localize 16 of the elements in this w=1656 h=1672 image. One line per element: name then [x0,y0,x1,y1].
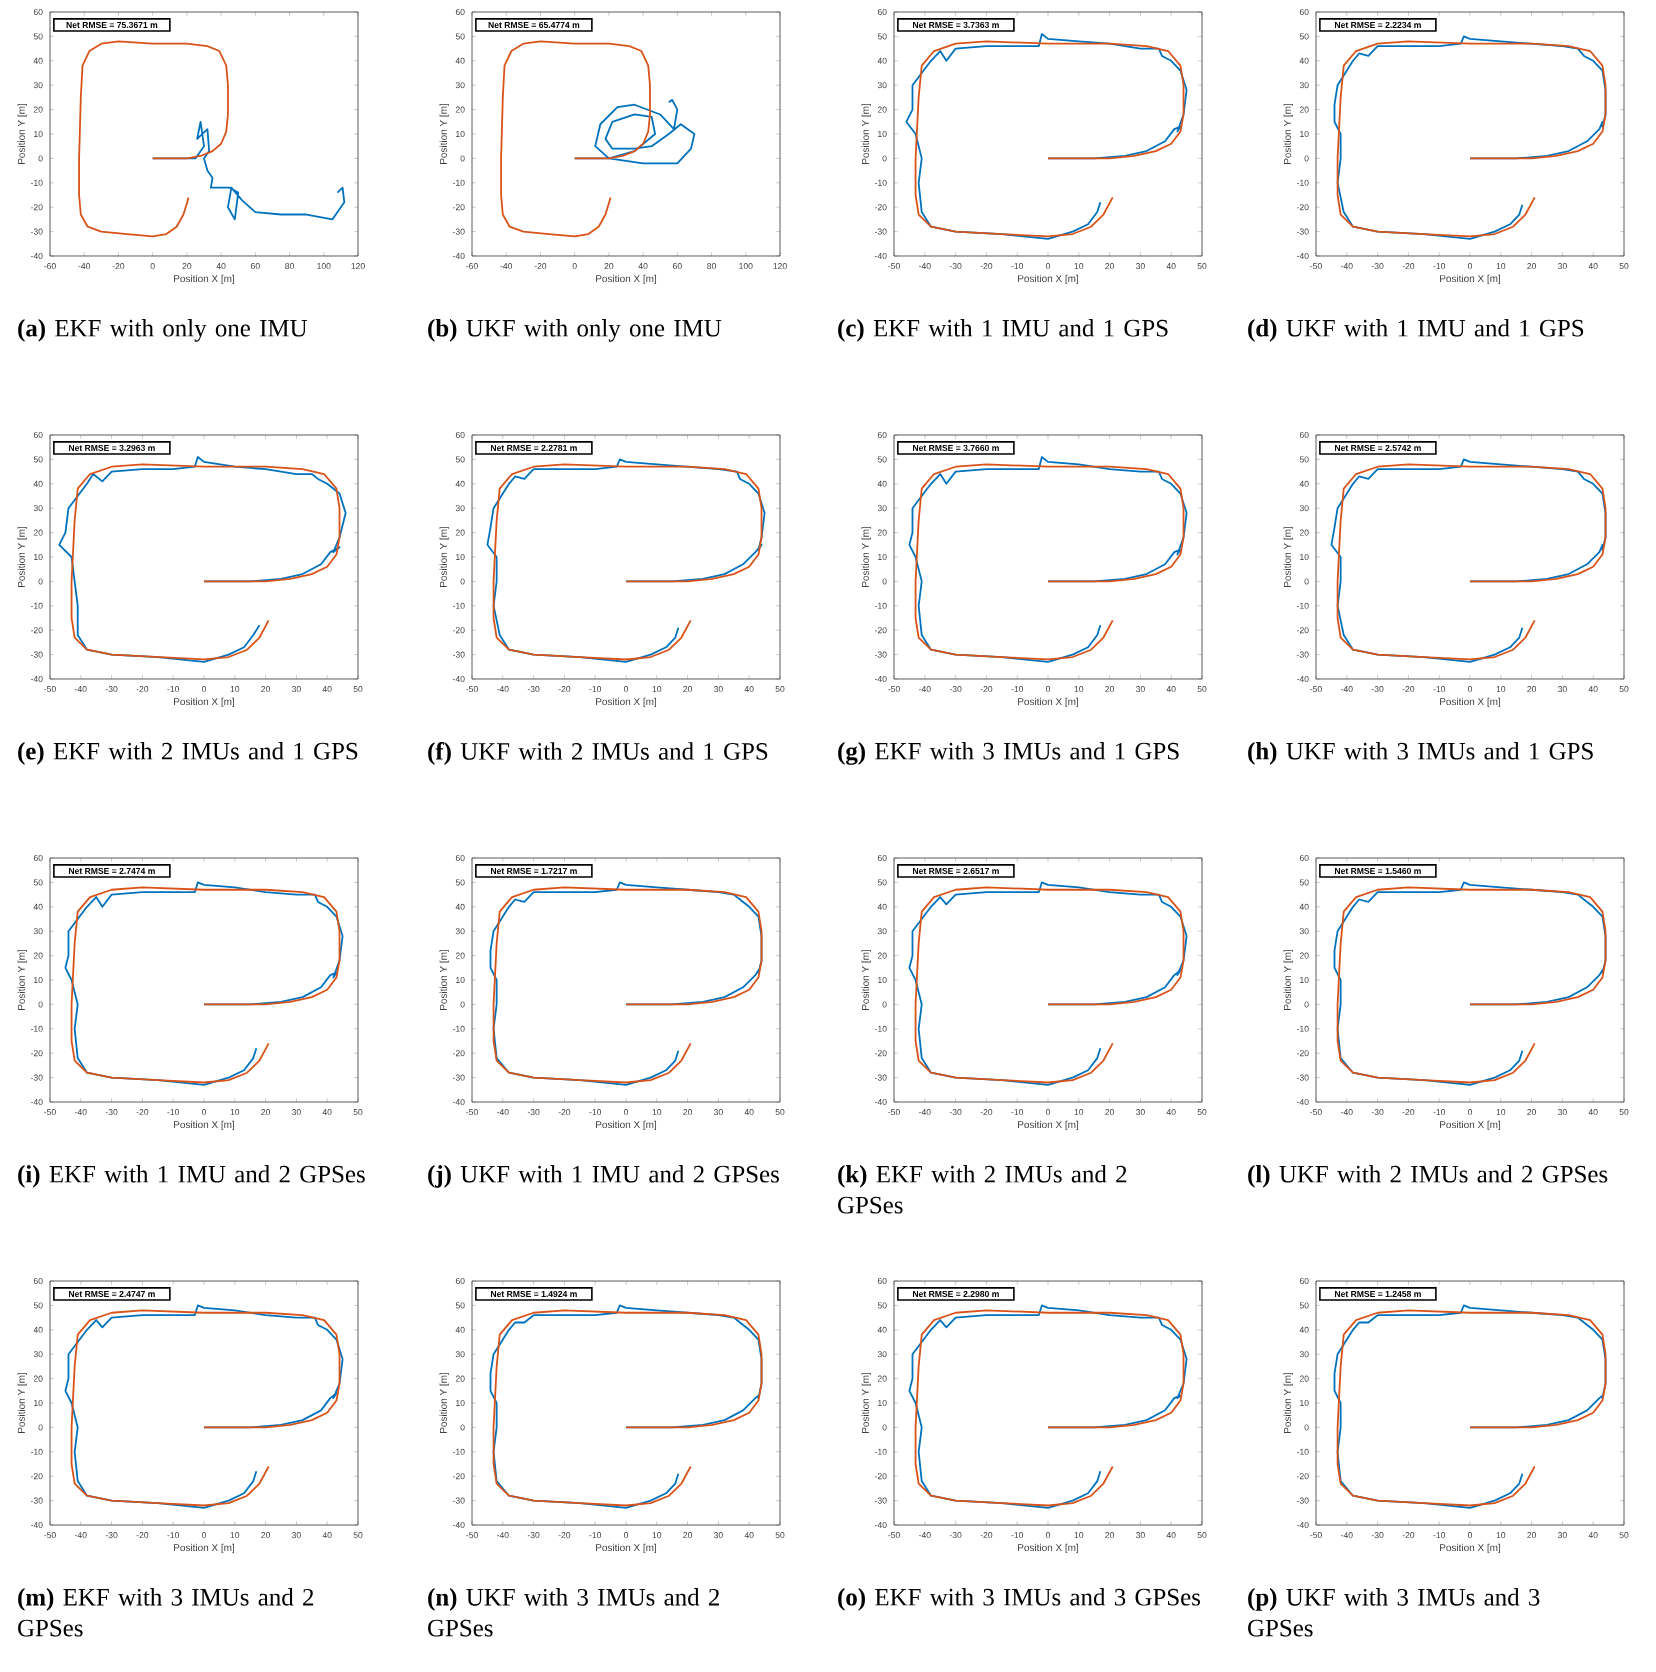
text: (c) EKF with 1 IMU and 1 GPS [838,319,1168,342]
text: (b) UKF with only one IMU [428,319,722,342]
text: (k) EKF with 2 IMUs and 2 GPSes [838,1165,1127,1214]
text: (a) EKF with only one IMU [18,319,308,342]
text: (l) UKF with 2 IMUs and 2 GPSes [1248,1165,1608,1188]
text: (m) EKF with 3 IMUs and 2 GPSes [18,1588,314,1637]
text: (g) EKF with 3 IMUs and 1 GPS [838,742,1179,765]
text: (j) UKF with 1 IMU and 2 GPSes [428,1165,779,1188]
text: (p) UKF with 3 IMUs and 3 GPSes [1248,1588,1540,1637]
text: (n) UKF with 3 IMUs and 2 GPSes [428,1588,719,1637]
text: (o) EKF with 3 IMUs and 3 GPSes [838,1588,1201,1611]
text: (e) EKF with 2 IMUs and 1 GPS [18,742,358,765]
text: (f) UKF with 2 IMUs and 1 GPS [428,742,768,765]
text: (h) UKF with 3 IMUs and 1 GPS [1248,742,1593,765]
text: (d) UKF with 1 IMU and 1 GPS [1248,319,1584,342]
text: (i) EKF with 1 IMU and 2 GPSes [18,1165,365,1188]
